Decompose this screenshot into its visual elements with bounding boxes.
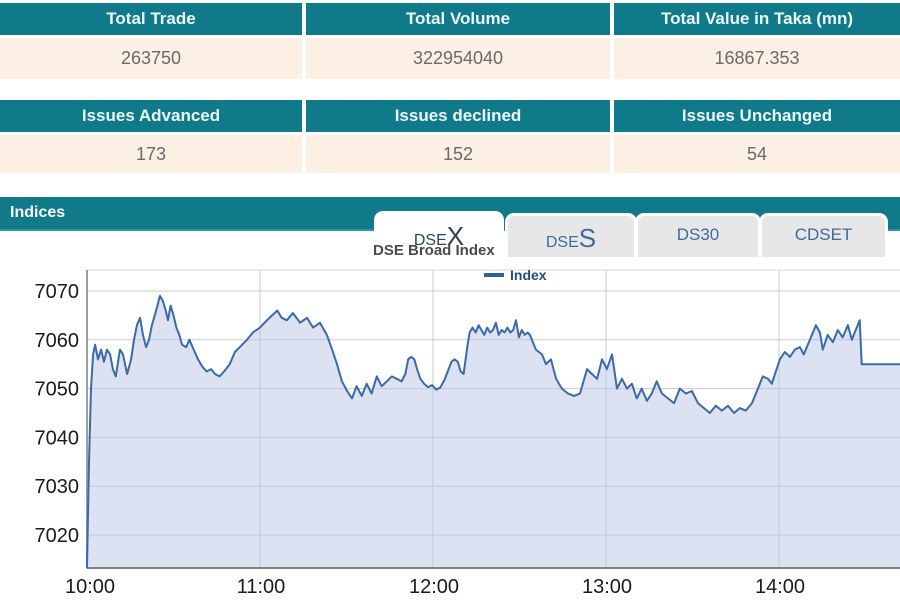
header-total-value: Total Value in Taka (mn)	[614, 3, 900, 35]
y-axis-tick-label: 7030	[35, 476, 80, 498]
x-axis-tick-label: 13:00	[582, 576, 632, 598]
issues-value-row: 173 152 54	[0, 135, 900, 173]
issues-header-row: Issues Advanced Issues declined Issues U…	[0, 100, 900, 132]
legend-label: Index	[510, 267, 547, 283]
value-total-volume: 322954040	[306, 38, 610, 79]
y-axis-tick-label: 7040	[35, 427, 80, 449]
legend-line-icon	[484, 273, 504, 277]
tab-dsex-label-suffix: X	[446, 221, 465, 251]
y-axis-tick-label: 7020	[35, 525, 80, 547]
header-issues-declined: Issues declined	[306, 100, 610, 132]
header-issues-unchanged: Issues Unchanged	[614, 100, 900, 132]
x-axis-tick-label: 10:00	[65, 576, 115, 598]
value-total-trade: 263750	[0, 38, 302, 79]
value-total-value: 16867.353	[614, 38, 900, 79]
value-issues-unchanged: 54	[614, 135, 900, 173]
summary-table: Total Trade Total Volume Total Value in …	[0, 3, 900, 79]
tab-dses-label: DSE	[545, 234, 579, 251]
value-issues-advanced: 173	[0, 135, 302, 173]
tab-cdset[interactable]: CDSET	[759, 213, 888, 257]
header-total-trade: Total Trade	[0, 3, 302, 35]
x-axis-tick-label: 11:00	[237, 576, 286, 598]
header-issues-advanced: Issues Advanced	[0, 100, 302, 132]
header-total-volume: Total Volume	[306, 3, 610, 35]
y-axis-tick-label: 7060	[35, 330, 80, 352]
chart-title: DSE Broad Index	[373, 242, 495, 259]
x-axis-tick-label: 14:00	[755, 576, 805, 598]
summary-value-row: 263750 322954040 16867.353	[0, 38, 900, 79]
index-area-chart: 7070 7060 7050 7040 7030 7020 10:00 11:00 12:00 1…	[35, 269, 900, 598]
y-axis-tick-label: 7070	[35, 281, 80, 303]
tab-dses-label-suffix: S	[578, 223, 597, 253]
chart-legend: Index	[484, 267, 547, 283]
tab-dses[interactable]: DSE S	[505, 213, 637, 257]
tab-ds30[interactable]: DS30	[635, 213, 761, 257]
tab-dsex[interactable]: DSE X	[374, 211, 504, 257]
tab-ds30-label: DS30	[676, 225, 720, 244]
summary-header-row: Total Trade Total Volume Total Value in …	[0, 3, 900, 35]
tab-dsex-label: DSE	[413, 232, 447, 249]
y-axis-tick-label: 7050	[35, 379, 80, 401]
tab-cdset-label: CDSET	[794, 225, 853, 244]
issues-table: Issues Advanced Issues declined Issues U…	[0, 100, 900, 173]
x-axis-tick-label: 12:00	[409, 576, 459, 598]
value-issues-declined: 152	[306, 135, 610, 173]
indices-section-title: Indices	[10, 204, 66, 221]
